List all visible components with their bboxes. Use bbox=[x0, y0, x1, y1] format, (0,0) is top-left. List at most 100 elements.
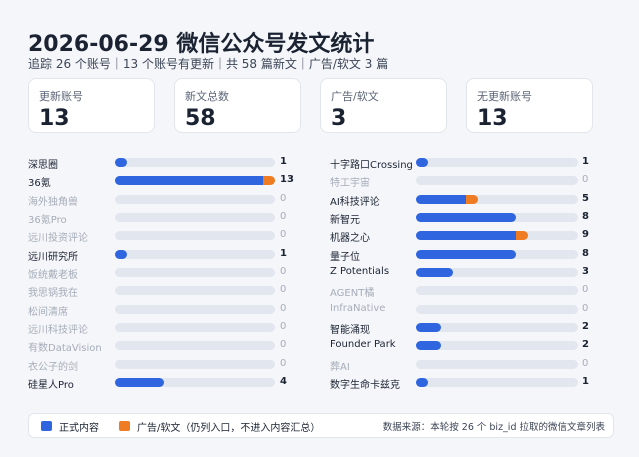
bar-track bbox=[115, 212, 275, 222]
account-name: 特工宇宙 bbox=[330, 178, 370, 190]
count: 0 bbox=[280, 302, 287, 314]
bar-normal bbox=[115, 176, 263, 186]
account-name: 海外独角兽 bbox=[28, 196, 78, 208]
card-label: 无更新账号 bbox=[477, 90, 532, 103]
account-name: 松间清席 bbox=[28, 306, 68, 318]
legend-swatch bbox=[119, 421, 130, 431]
account-name: AI科技评论 bbox=[330, 196, 380, 208]
legend-box: 正式内容 广告/软文（仍列入口，不进入内容汇总） 数据来源：本轮按 26 个 b… bbox=[28, 413, 614, 438]
bar-normal bbox=[416, 249, 516, 259]
bar-track bbox=[115, 377, 275, 387]
count: 13 bbox=[280, 174, 294, 186]
stat-card: 新文总数 58 bbox=[174, 78, 301, 133]
account-name: Z Potentials bbox=[330, 265, 390, 277]
card-label: 更新账号 bbox=[39, 90, 83, 103]
count: 8 bbox=[582, 210, 589, 222]
count: 9 bbox=[582, 229, 589, 241]
account-name: 远川研究所 bbox=[28, 251, 78, 263]
bar-ad bbox=[515, 231, 529, 241]
bar-track bbox=[416, 158, 578, 167]
count: 2 bbox=[582, 339, 589, 351]
bar-track bbox=[416, 304, 578, 314]
account-name: 饭统戴老板 bbox=[28, 269, 78, 281]
bar-normal bbox=[416, 341, 441, 351]
count: 0 bbox=[280, 265, 287, 277]
stat-card: 更新账号 13 bbox=[28, 78, 155, 133]
bar-track bbox=[115, 286, 275, 296]
count: 8 bbox=[582, 247, 589, 259]
bar-track bbox=[416, 194, 578, 204]
bar-ad bbox=[465, 194, 479, 204]
footer-note: 数据来源：本轮按 26 个 biz_id 拉取的微信文章列表 bbox=[382, 422, 605, 433]
bar-track bbox=[115, 322, 275, 332]
bar-track bbox=[416, 176, 578, 186]
bar-normal bbox=[416, 267, 454, 277]
bar-track bbox=[115, 304, 275, 314]
count: 0 bbox=[280, 210, 287, 222]
legend-swatch bbox=[41, 421, 52, 431]
bar-track bbox=[115, 249, 275, 259]
bar-track bbox=[416, 267, 578, 277]
bar-track bbox=[115, 176, 275, 186]
count: 2 bbox=[582, 320, 589, 332]
count: 1 bbox=[582, 156, 589, 167]
count: 0 bbox=[582, 284, 589, 296]
count: 1 bbox=[582, 375, 589, 387]
card-label: 广告/软文 bbox=[331, 90, 379, 103]
bar-normal bbox=[115, 249, 128, 259]
bar-normal bbox=[416, 231, 516, 241]
count: 0 bbox=[280, 357, 287, 369]
bar-track bbox=[115, 194, 275, 204]
bar-track bbox=[115, 341, 275, 351]
account-name: 我思锅我在 bbox=[28, 288, 78, 300]
bar-track bbox=[416, 322, 578, 332]
subtitle: 追踪 26 个账号｜13 个账号有更新｜共 58 篇新文｜广告/软文 3 篇 bbox=[28, 57, 389, 71]
bar-track bbox=[416, 377, 578, 387]
account-name: 新智元 bbox=[330, 214, 360, 226]
title: 2026-06-29 微信公众号发文统计 bbox=[28, 32, 375, 57]
count: 1 bbox=[280, 247, 287, 259]
bar-track bbox=[416, 249, 578, 259]
account-name: 智能涌现 bbox=[330, 324, 370, 336]
card-value: 13 bbox=[39, 106, 70, 131]
bar-normal bbox=[416, 194, 466, 204]
card-value: 13 bbox=[477, 106, 508, 131]
legend-label: 正式内容 bbox=[59, 423, 99, 434]
count: 4 bbox=[280, 375, 287, 387]
bar-ad bbox=[262, 176, 275, 186]
count: 0 bbox=[280, 284, 287, 296]
account-name: 深思圈 bbox=[28, 160, 58, 171]
account-name: 机器之心 bbox=[330, 233, 370, 245]
account-name: 有数DataVision bbox=[28, 343, 102, 355]
account-name: 葬AI bbox=[330, 361, 350, 373]
count: 0 bbox=[280, 229, 287, 241]
account-name: 数字生命卡兹克 bbox=[330, 379, 400, 391]
account-name: AGENT橘 bbox=[330, 288, 375, 300]
count: 1 bbox=[280, 156, 287, 167]
bar-track bbox=[416, 341, 578, 351]
count: 0 bbox=[582, 302, 589, 314]
bar-track bbox=[115, 267, 275, 277]
bar-track bbox=[416, 359, 578, 369]
stat-card: 广告/软文 3 bbox=[320, 78, 447, 133]
count: 0 bbox=[582, 174, 589, 186]
bar-track bbox=[416, 212, 578, 222]
bar-track bbox=[416, 286, 578, 296]
account-name: 十字路口Crossing bbox=[330, 160, 413, 171]
card-value: 58 bbox=[185, 106, 216, 131]
account-name: 量子位 bbox=[330, 251, 360, 263]
count: 0 bbox=[280, 339, 287, 351]
account-name: 衣公子的剑 bbox=[28, 361, 78, 373]
bar-normal bbox=[416, 322, 441, 332]
account-name: 远川投资评论 bbox=[28, 233, 88, 245]
account-name: 硅星人Pro bbox=[28, 379, 74, 391]
bar-normal bbox=[416, 212, 516, 222]
count: 0 bbox=[280, 192, 287, 204]
account-name: 远川科技评论 bbox=[28, 324, 88, 336]
bar-normal bbox=[416, 377, 429, 387]
account-name: Founder Park bbox=[330, 339, 396, 351]
card-value: 3 bbox=[331, 106, 347, 131]
bar-normal bbox=[416, 158, 429, 167]
legend-label: 广告/软文（仍列入口，不进入内容汇总） bbox=[137, 423, 321, 434]
